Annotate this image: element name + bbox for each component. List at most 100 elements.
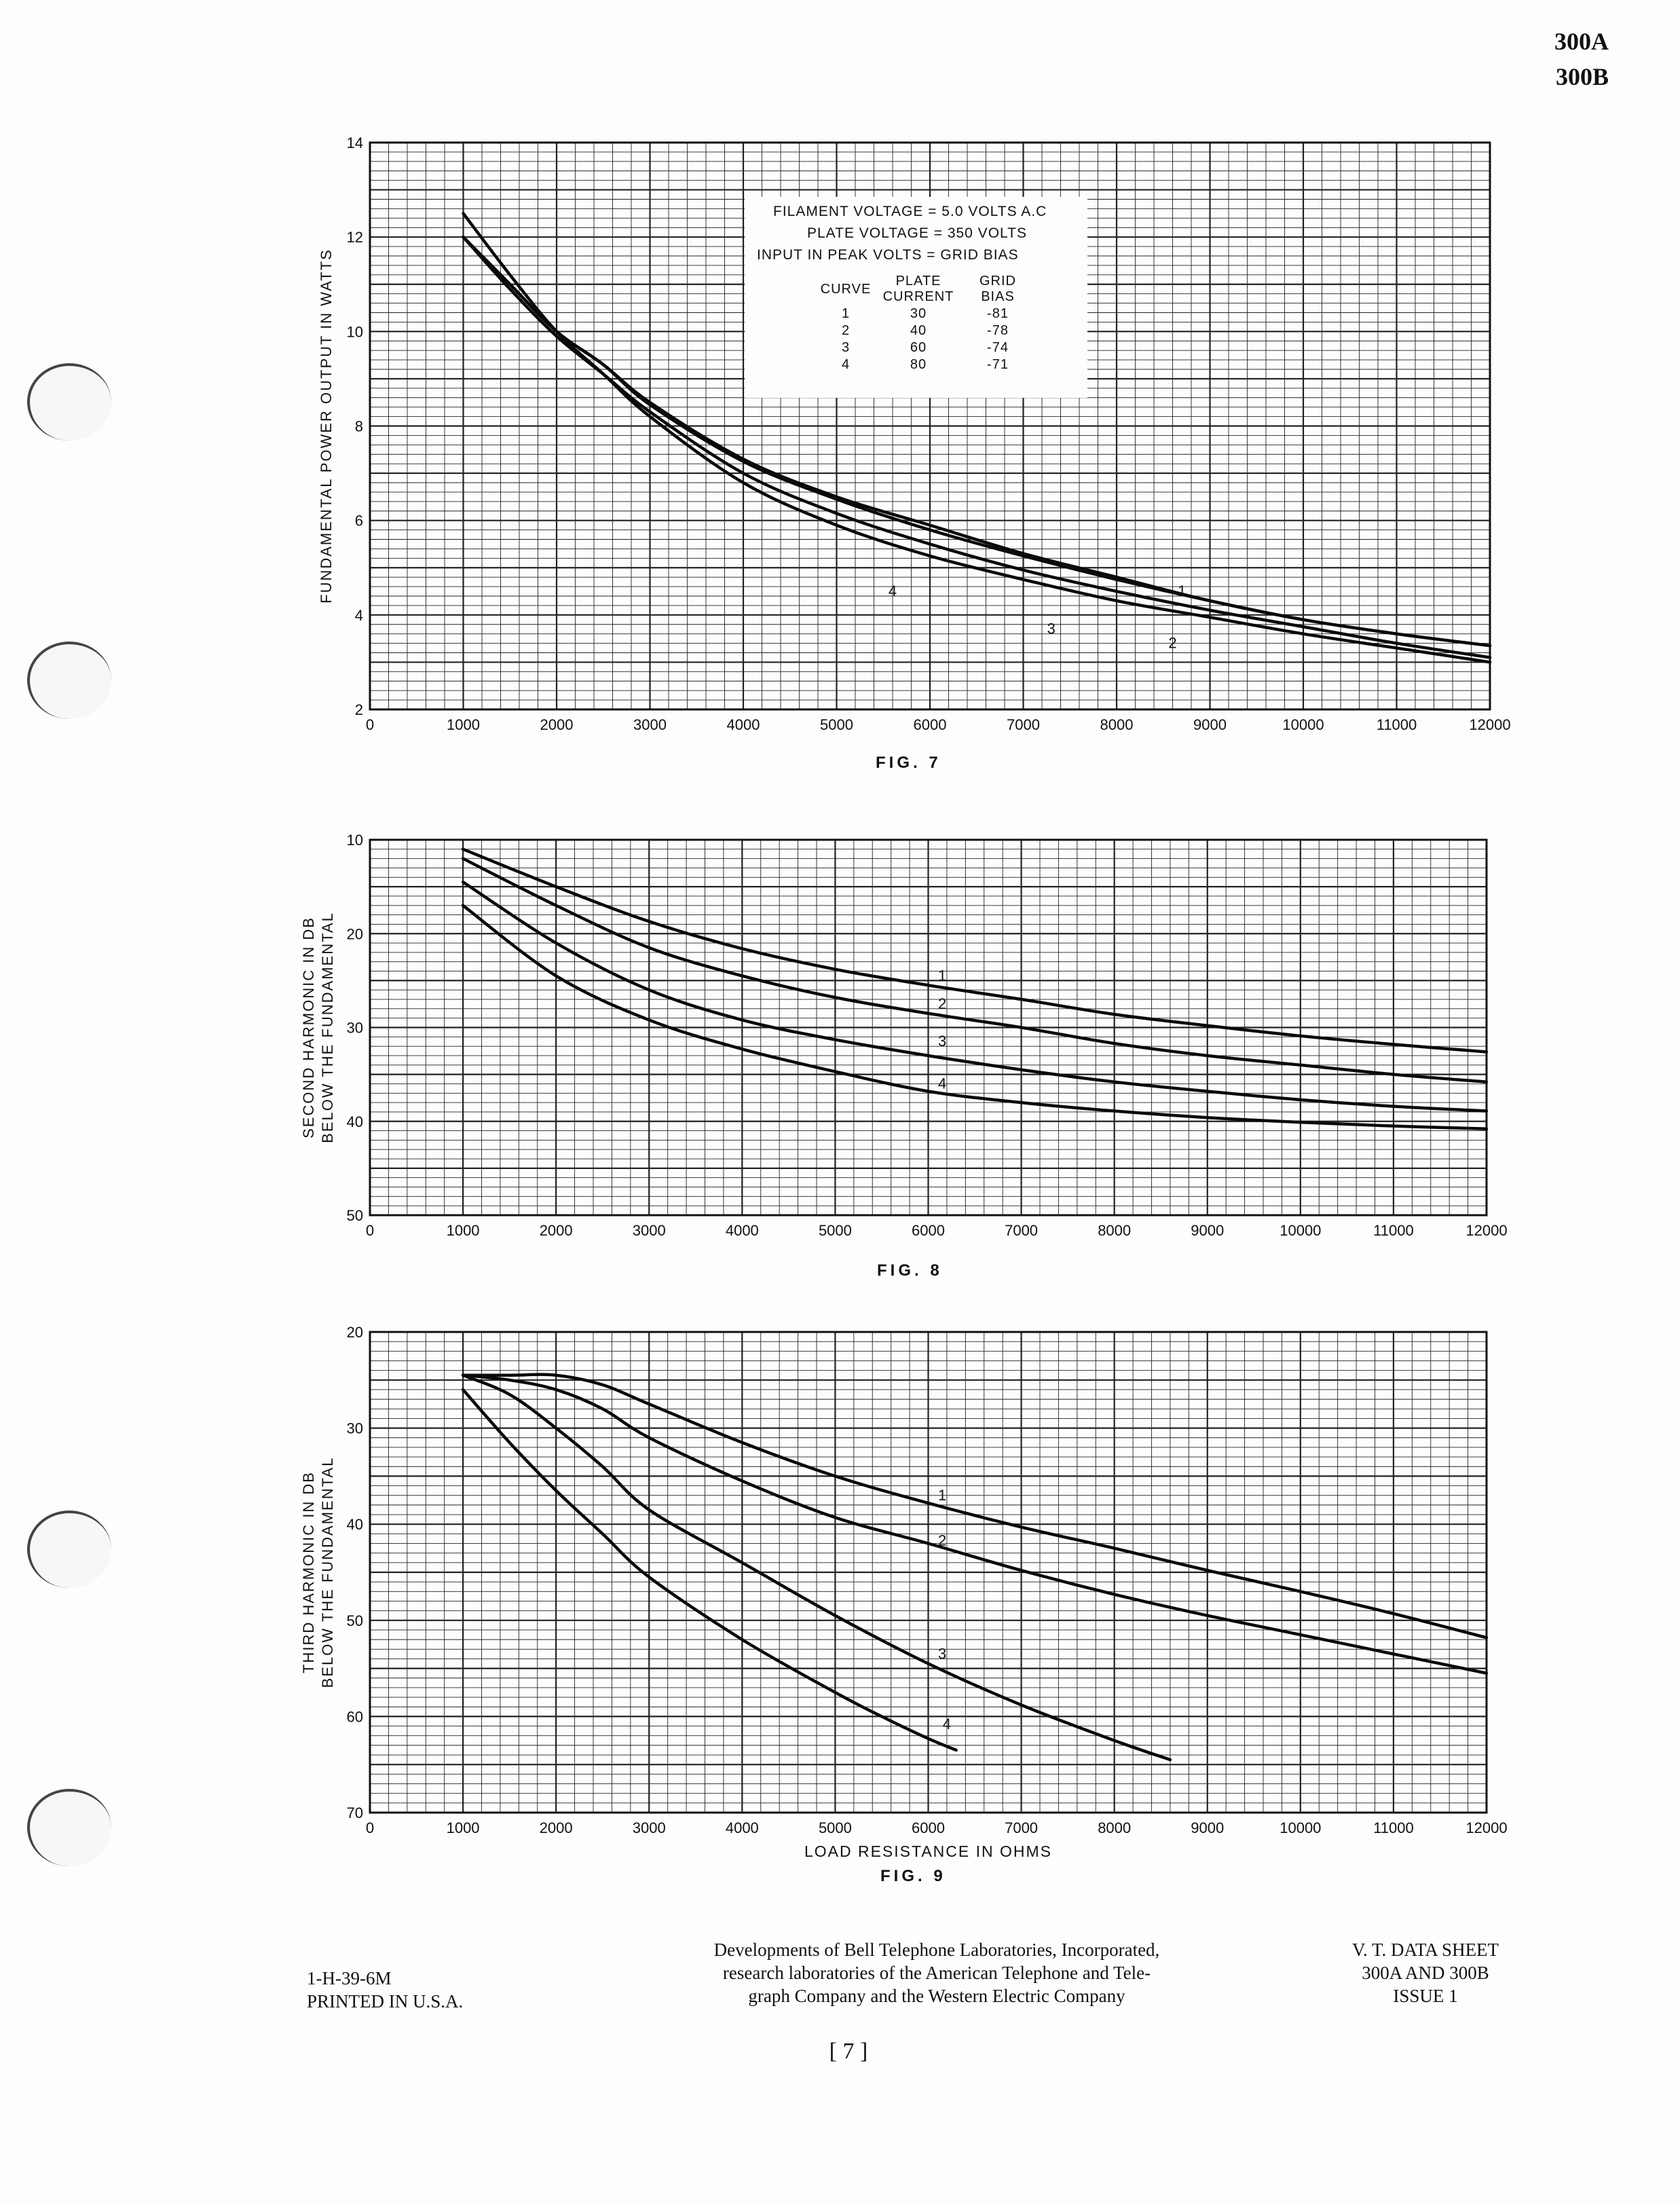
binder-hole [27,1511,111,1588]
binder-hole [27,1789,111,1866]
series-label-4: 4 [943,1716,951,1732]
x-tick-label: 12000 [1466,1222,1507,1239]
x-tick-label: 8000 [1098,1222,1131,1239]
fig-9-caption: FIG. 9 [880,1867,946,1885]
series-curve-3 [461,1373,1172,1762]
legend-cell: -81 [987,306,1009,321]
series-curve-4 [462,212,1492,664]
series-label-1: 1 [938,1487,946,1504]
series-label-2: 2 [1168,635,1176,652]
x-tick-label: 7000 [1005,1222,1038,1239]
y-tick-label: 30 [347,1020,363,1037]
legend-cell: 60 [910,340,927,355]
page-number: [ 7 ] [829,2039,868,2064]
fig-8-caption: FIG. 8 [877,1261,943,1280]
y-axis-label: SECOND HARMONIC IN DB [300,916,317,1138]
legend-col-header: BIAS [981,289,1015,304]
series-curve-2 [462,235,1492,648]
plot-frame [369,141,1491,711]
x-tick-label: 0 [366,1819,374,1836]
x-tick-label: 4000 [726,1819,759,1836]
x-tick-label: 2000 [540,1819,573,1836]
credit-line: research laboratories of the American Te… [722,1963,1151,1983]
series-label-3: 3 [938,1645,946,1662]
x-tick-label: 1000 [447,1222,480,1239]
y-tick-label: 20 [347,925,363,942]
y-tick-label: 12 [347,229,363,246]
x-tick-label: 9000 [1193,716,1227,733]
x-tick-label: 12000 [1469,716,1510,733]
legend-col-header: PLATE [895,274,941,289]
x-tick-label: 11000 [1373,1222,1414,1239]
y-tick-label: 20 [347,1324,363,1341]
x-tick-label: 11000 [1377,716,1417,733]
credit-line: graph Company and the Western Electric C… [748,1986,1125,2006]
series-label-2: 2 [938,995,946,1012]
legend-col-header: CURRENT [882,289,954,304]
plot-frame [369,1331,1488,1814]
x-tick-label: 6000 [912,1222,945,1239]
x-tick-label: 4000 [727,716,760,733]
y-tick-label: 60 [347,1708,363,1725]
y-axis-label: BELOW THE FUNDAMENTAL [319,912,336,1143]
legend-cell: 30 [910,306,927,321]
plot-frame [369,838,1488,1217]
series-curve-2 [461,1373,1489,1675]
legend-line-input: INPUT IN PEAK VOLTS = GRID BIAS [757,247,1019,263]
y-tick-label: 10 [347,323,363,340]
y-axis-label: BELOW THE FUNDAMENTAL [319,1457,336,1688]
x-tick-label: 5000 [820,716,853,733]
x-tick-label: 5000 [819,1819,852,1836]
x-tick-label: 10000 [1280,1819,1321,1836]
type-number-300b: 300B [1555,63,1609,90]
series-label-3: 3 [938,1033,946,1050]
legend-cell: 40 [910,323,927,338]
series-curve-2 [461,857,1489,1083]
series-label-1: 1 [938,967,946,984]
x-tick-label: 5000 [819,1222,852,1239]
y-axis-label: FUNDAMENTAL POWER OUTPUT IN WATTS [318,248,335,604]
printed-in: PRINTED IN U.S.A. [307,1991,464,2012]
x-tick-label: 10000 [1280,1222,1321,1239]
x-tick-label: 9000 [1191,1819,1224,1836]
legend-cell: -71 [987,357,1009,372]
x-tick-label: 3000 [633,1222,666,1239]
legend-col-header: GRID [979,274,1016,289]
x-tick-label: 9000 [1191,1222,1224,1239]
sheet-tubes: 300A AND 300B [1362,1963,1489,1983]
x-tick-label: 1000 [447,1819,480,1836]
legend-cell: 4 [841,357,851,372]
sheet-title: V. T. DATA SHEET [1351,1940,1499,1960]
legend-col-header: CURVE [820,281,872,297]
series-curve-4 [461,1388,958,1752]
x-tick-label: 3000 [633,1819,666,1836]
x-tick-label: 0 [366,1222,374,1239]
series-label-4: 4 [889,582,897,599]
series-curve-1 [461,847,1489,1054]
series-label-1: 1 [1178,582,1186,599]
legend-cell: -78 [987,323,1009,338]
series-curve-3 [462,235,1492,659]
y-axis-label: THIRD HARMONIC IN DB [300,1471,317,1673]
binder-hole [27,642,111,719]
legend-cell: 1 [841,306,851,321]
legend-row: 4 80 -71 [818,356,1032,373]
legend-row: 2 40 -78 [818,322,1032,339]
y-tick-label: 50 [347,1207,363,1224]
legend-cell: 80 [910,357,927,372]
fig-9-chart: 0 1000 2000 3000 4000 5000 6000 7000 8000 9000 100… [300,1324,1508,1860]
fig-7-legend: FILAMENT VOLTAGE = 5.0 VOLTS A.C PLATE V… [745,197,1087,398]
legend-cell: -74 [987,340,1009,355]
y-tick-label: 6 [355,513,363,530]
series-curve-3 [461,880,1489,1113]
x-tick-label: 0 [366,716,374,733]
y-tick-label: 10 [347,832,363,849]
series-label-4: 4 [938,1075,946,1092]
sheet-issue: ISSUE 1 [1393,1986,1458,2006]
x-tick-label: 2000 [540,1222,573,1239]
x-tick-label: 12000 [1466,1819,1507,1836]
series-curve-1 [461,1373,1489,1639]
series-label-2: 2 [938,1532,946,1549]
y-tick-label: 14 [347,134,363,151]
print-code: 1-H-39-6M [307,1968,392,1988]
